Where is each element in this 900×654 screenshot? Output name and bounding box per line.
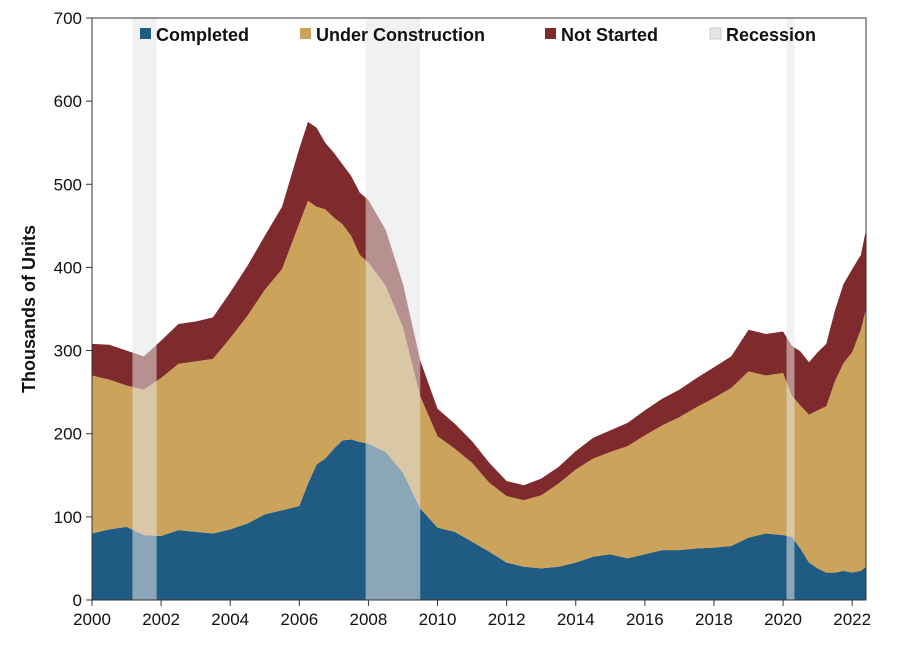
y-tick-label: 100 <box>54 508 82 527</box>
legend: Completed Under Construction Not Started Re… <box>140 25 816 45</box>
y-tick-label: 0 <box>73 591 82 610</box>
recession-band <box>132 18 157 600</box>
plot-frame <box>91 17 867 601</box>
y-tick-label: 400 <box>54 258 82 277</box>
area-under-construction <box>92 200 866 573</box>
y-axis-title: Thousands of Units <box>19 225 39 393</box>
x-tick-label: 2014 <box>557 610 595 629</box>
y-tick-label: 700 <box>54 9 82 28</box>
y-axis: 0 100 200 300 400 500 600 700 <box>54 9 92 610</box>
x-tick-label: 2020 <box>764 610 802 629</box>
y-tick-label: 200 <box>54 425 82 444</box>
recession-band <box>365 18 421 600</box>
x-tick-label: 2004 <box>211 610 249 629</box>
x-tick-label: 2000 <box>73 610 111 629</box>
y-tick-label: 600 <box>54 92 82 111</box>
legend-swatch <box>300 28 311 39</box>
x-tick-label: 2006 <box>280 610 318 629</box>
recession-band <box>786 18 795 600</box>
x-tick-label: 2018 <box>695 610 733 629</box>
y-tick-label: 300 <box>54 342 82 361</box>
legend-label: Completed <box>156 25 249 45</box>
legend-swatch <box>545 28 556 39</box>
legend-label: Under Construction <box>316 25 485 45</box>
x-tick-label: 2002 <box>142 610 180 629</box>
x-tick-label: 2012 <box>488 610 526 629</box>
x-tick-label: 2008 <box>350 610 388 629</box>
stacked-areas <box>92 121 866 600</box>
legend-label: Not Started <box>561 25 658 45</box>
x-axis: 2000 2002 2004 2006 2008 2010 2012 2014 2016 2018… <box>73 600 871 629</box>
area-completed <box>92 439 866 600</box>
legend-label: Recession <box>726 25 816 45</box>
legend-swatch <box>140 28 151 39</box>
x-tick-label: 2016 <box>626 610 664 629</box>
area-not-started <box>92 121 866 501</box>
x-tick-label: 2010 <box>419 610 457 629</box>
x-tick-label: 2022 <box>833 610 871 629</box>
y-tick-label: 500 <box>54 175 82 194</box>
legend-swatch <box>709 27 722 40</box>
recession-bands <box>132 18 795 600</box>
